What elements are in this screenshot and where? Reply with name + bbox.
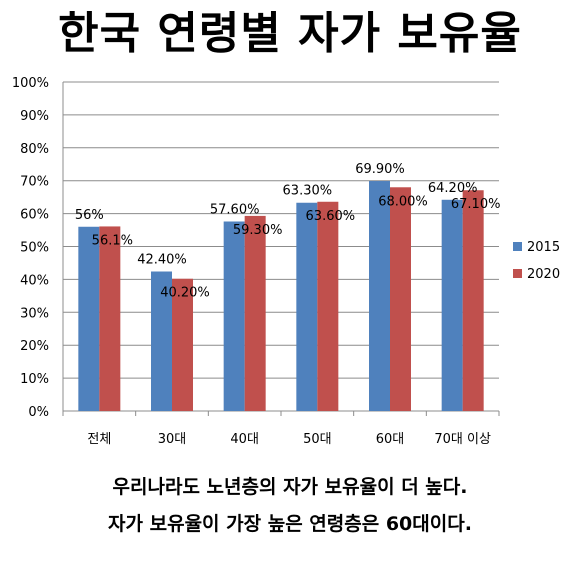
bar-2020	[244, 215, 266, 411]
y-tick-label: 60%	[20, 208, 49, 223]
caption-line-1: 우리나라도 노년층의 자가 보유율이 더 높다.	[112, 476, 468, 498]
y-tick-label: 30%	[20, 306, 49, 321]
bar-2020	[317, 201, 339, 411]
data-label-2020: 67.10%	[451, 197, 501, 212]
bar-chart: 0% 10% 20% 30% 40% 50% 60% 70% 80% 90% 100% 56% 56.1…	[12, 76, 560, 447]
data-label-2015: 56%	[75, 208, 104, 223]
data-label-2015: 63.30%	[283, 184, 333, 199]
x-category-label: 60대	[376, 432, 405, 447]
bar-2015	[223, 221, 245, 411]
x-category-label: 전체	[87, 432, 111, 447]
legend-swatch-2020	[513, 269, 522, 278]
y-tick-label: 70%	[20, 175, 49, 190]
data-label-2020: 56.1%	[92, 233, 133, 248]
page-title: 한국 연령별 자가 보유율	[58, 8, 522, 59]
data-label-2015: 42.40%	[137, 253, 187, 268]
data-label-2020: 59.30%	[233, 223, 283, 238]
legend-label-2020: 2020	[527, 267, 560, 282]
bar-2020	[172, 278, 193, 411]
data-label-2015: 69.90%	[355, 162, 405, 177]
bar-2020	[462, 190, 484, 411]
x-category-label: 70대 이상	[434, 432, 491, 447]
x-category-label: 50대	[303, 432, 332, 447]
data-label-2020: 63.60%	[306, 209, 356, 224]
y-tick-label: 100%	[12, 76, 49, 91]
caption-line-2: 자가 보유율이 가장 높은 연령층은 60대이다.	[108, 513, 472, 535]
legend-swatch-2015	[513, 242, 522, 251]
data-label-2015: 64.20%	[428, 181, 478, 196]
bar-2015	[369, 181, 390, 411]
data-label-2020: 40.20%	[160, 286, 210, 301]
y-tick-label: 20%	[20, 339, 49, 354]
bar-2020	[390, 187, 411, 411]
bar-2020	[99, 226, 121, 411]
y-tick-label: 90%	[20, 109, 49, 124]
x-category-label: 30대	[158, 432, 187, 447]
data-label-2015: 57.60%	[210, 202, 260, 217]
bar-2015	[441, 199, 463, 411]
y-tick-label: 50%	[20, 241, 49, 256]
bar-2015	[151, 271, 172, 411]
data-label-2020: 68.00%	[378, 194, 428, 209]
bar-2015	[78, 226, 100, 411]
y-tick-label: 10%	[20, 372, 49, 387]
y-tick-label: 80%	[20, 142, 49, 157]
y-tick-label: 0%	[28, 405, 49, 420]
x-category-label: 40대	[230, 432, 259, 447]
legend-label-2015: 2015	[527, 240, 560, 255]
y-tick-label: 40%	[20, 273, 49, 288]
bar-2015	[296, 202, 318, 411]
